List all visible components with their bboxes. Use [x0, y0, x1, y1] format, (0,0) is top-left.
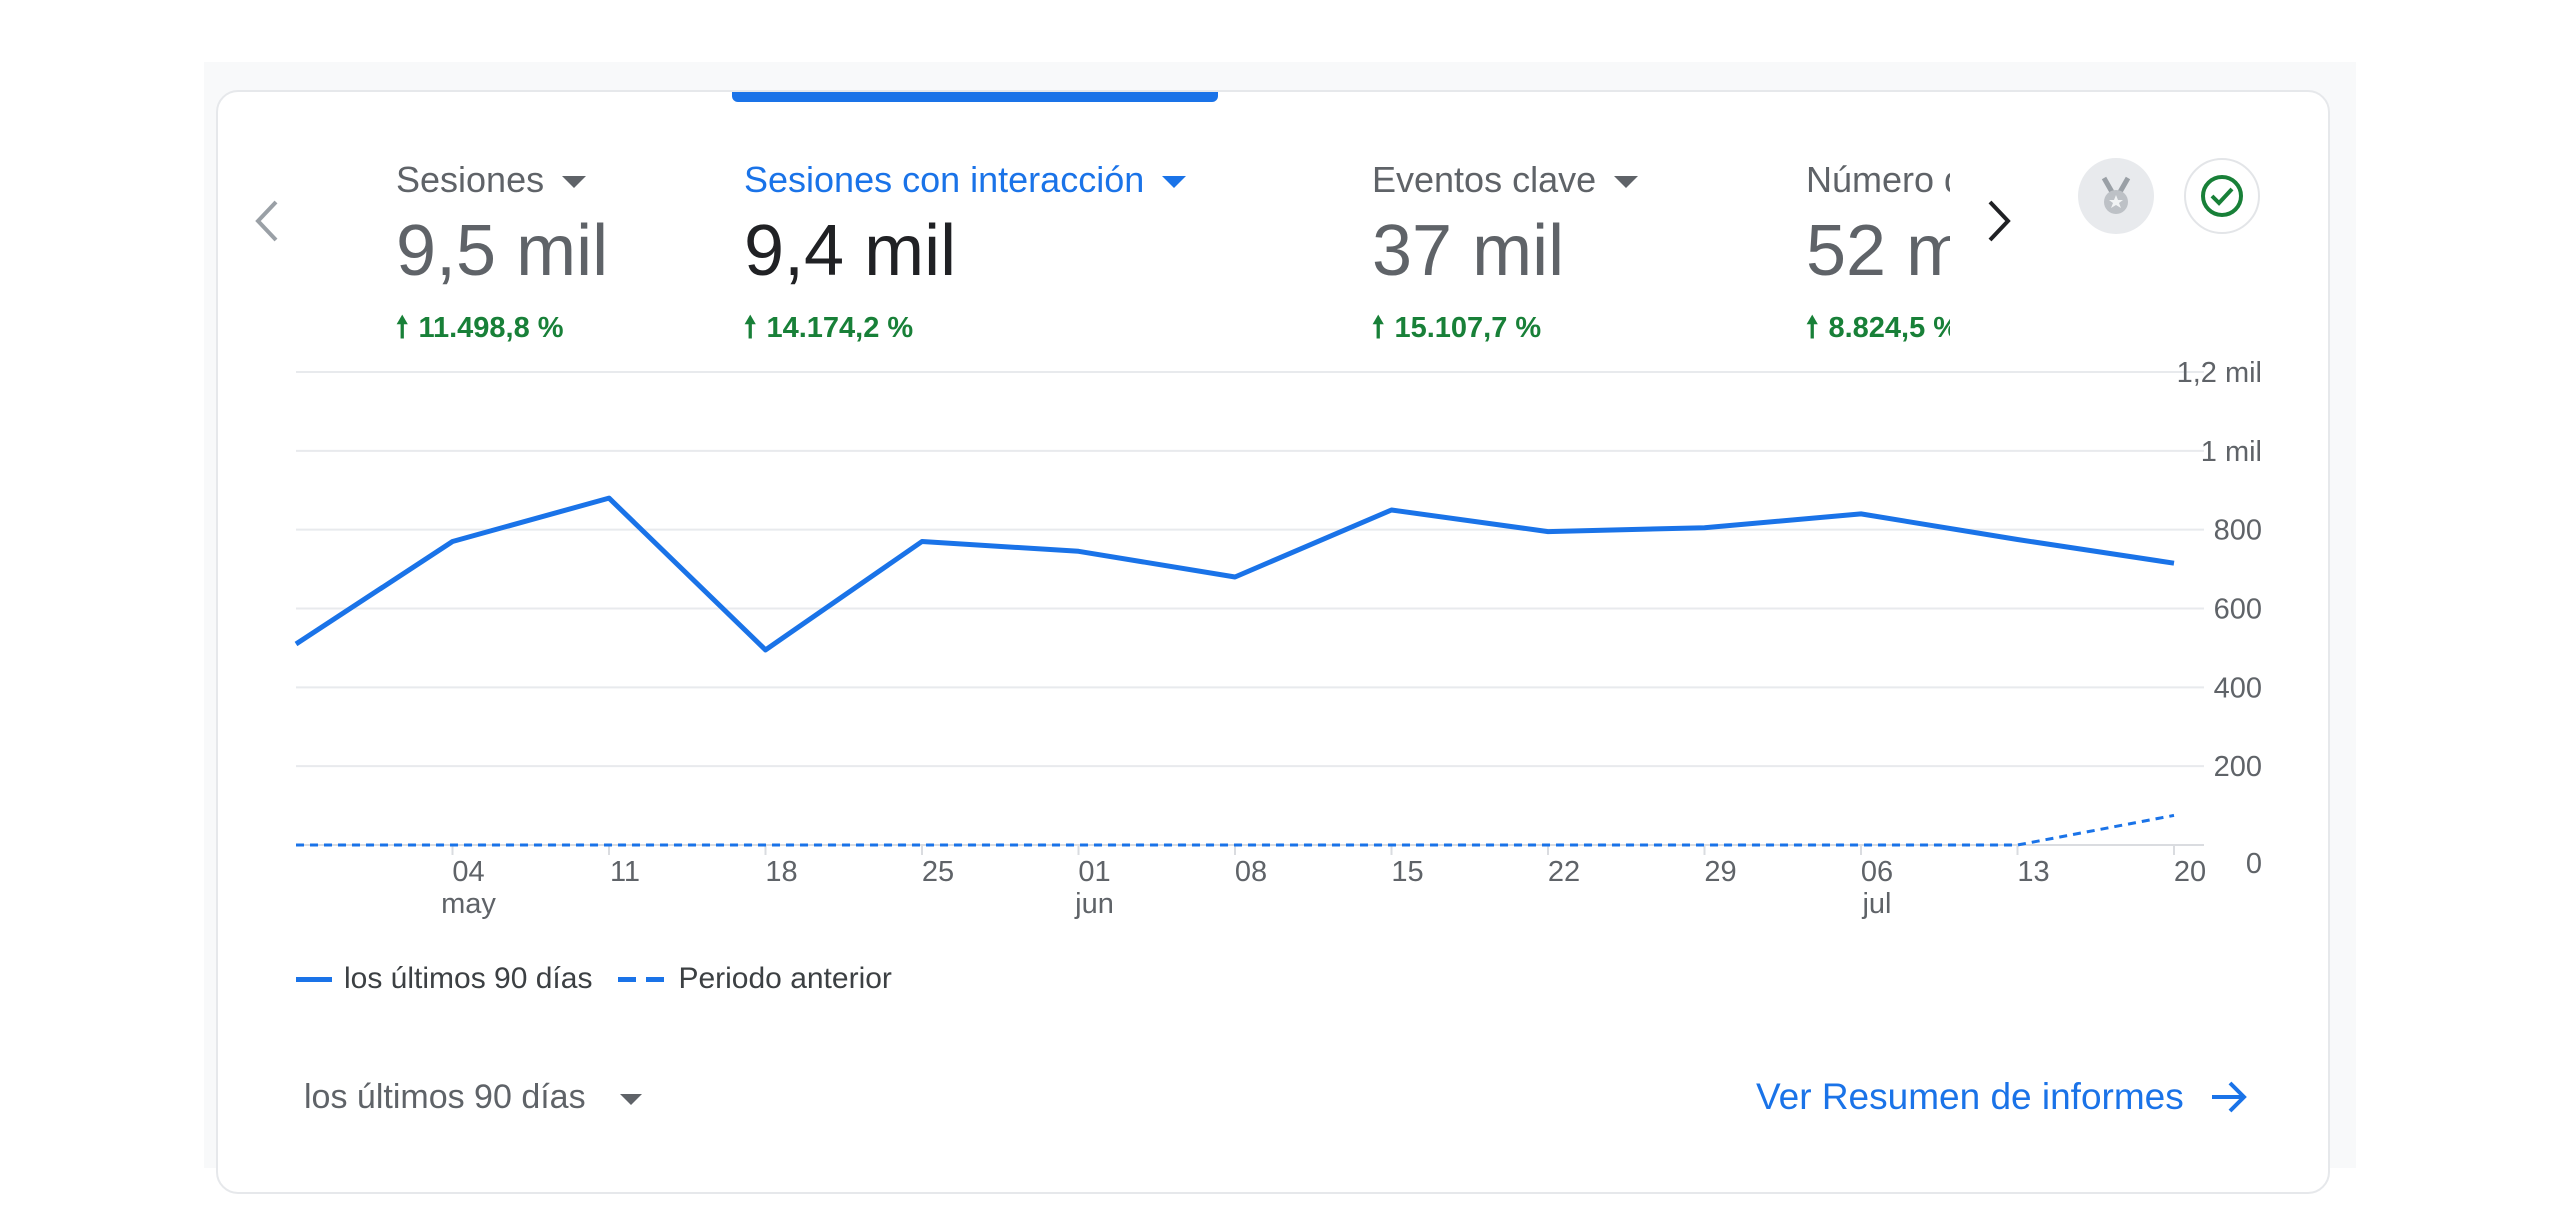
- active-tab-indicator: [732, 92, 1218, 102]
- tab-value: 37 mil: [1372, 211, 1565, 291]
- date-range-label: los últimos 90 días: [304, 1078, 586, 1116]
- report-card: Sesiones 9,5 mil 🠕 11.498,8 % Sesiones co…: [216, 90, 2330, 1194]
- x-tick-month-label: jun: [1074, 888, 1114, 920]
- x-tick-label: 18: [765, 856, 797, 888]
- view-reports-label: Ver Resumen de informes: [1756, 1076, 2184, 1117]
- x-tick-label: 15: [1391, 856, 1423, 888]
- tab-users[interactable]: Número de usuarios 52 mil 🠕 8.824,5 %: [1806, 152, 1950, 356]
- caret-down-icon[interactable]: [1162, 176, 1187, 188]
- metric-tabs: Sesiones 9,5 mil 🠕 11.498,8 % Sesiones co…: [368, 152, 1950, 362]
- y-tick-label: 800: [2214, 515, 2262, 547]
- tab-label: Sesiones con interacción: [744, 159, 1145, 200]
- caret-down-icon[interactable]: [562, 176, 587, 188]
- legend-solid-swatch: [296, 976, 332, 982]
- tab-engaged-sessions[interactable]: Sesiones con interacción 9,4 mil 🠕 14.174…: [744, 152, 1187, 356]
- tab-delta: 🠕 11.498,8 %: [396, 307, 608, 356]
- chart-legend: los últimos 90 días Periodo anterior: [296, 962, 892, 996]
- check-circle-icon[interactable]: [2184, 158, 2260, 234]
- delta-value: 14.174,2 %: [766, 312, 914, 345]
- x-tick-label: 20: [2174, 856, 2206, 888]
- date-range-dropdown[interactable]: los últimos 90 días: [304, 1078, 642, 1117]
- tab-label: Sesiones: [396, 159, 545, 200]
- arrow-right-icon: [2210, 1080, 2248, 1114]
- arrow-up-icon: 🠕: [396, 312, 409, 345]
- y-tick-label: 200: [2214, 751, 2262, 783]
- chevron-left-icon[interactable]: [250, 196, 284, 254]
- series-line-previous: [296, 813, 2175, 847]
- medal-icon[interactable]: [2078, 158, 2154, 234]
- legend-label-current: los últimos 90 días: [344, 962, 593, 995]
- arrow-up-icon: 🠕: [1372, 312, 1385, 345]
- tab-value: 9,4 mil: [744, 211, 957, 291]
- x-tick-label: 08: [1235, 856, 1267, 888]
- y-tick-label: 1 mil: [2201, 436, 2262, 468]
- x-tick-label: 06: [1861, 856, 1893, 888]
- arrow-up-icon: 🠕: [744, 312, 757, 345]
- x-tick-month-label: jul: [1861, 888, 1891, 920]
- tab-label: Eventos clave: [1372, 159, 1597, 200]
- x-tick-label: 29: [1704, 856, 1736, 888]
- y-tick-label: 600: [2214, 594, 2262, 626]
- tab-delta: 🠕 14.174,2 %: [744, 307, 1186, 356]
- caret-down-icon[interactable]: [1614, 176, 1639, 188]
- delta-value: 15.107,7 %: [1394, 312, 1542, 345]
- x-tick-label: 04: [452, 856, 484, 888]
- tab-label: Número de usuarios: [1806, 159, 1950, 200]
- x-tick-label: 22: [1548, 856, 1580, 888]
- x-tick-label: 25: [922, 856, 954, 888]
- delta-value: 8.824,5 %: [1828, 312, 1950, 345]
- tab-value: 52 mil: [1806, 211, 1950, 291]
- tab-key-events[interactable]: Eventos clave 37 mil 🠕 15.107,7 %: [1372, 152, 1639, 356]
- y-tick-label: 400: [2214, 672, 2262, 704]
- y-tick-label: 0: [2246, 848, 2262, 880]
- tab-delta: 🠕 15.107,7 %: [1372, 307, 1638, 356]
- legend-label-previous: Periodo anterior: [678, 962, 892, 995]
- x-tick-label: 11: [610, 856, 640, 888]
- x-tick-label: 13: [2017, 856, 2049, 888]
- x-tick-month-label: may: [441, 888, 496, 920]
- series-line-current: [294, 495, 2175, 653]
- chevron-right-icon[interactable]: [1982, 196, 2016, 254]
- y-tick-label: 1,2 mil: [2177, 357, 2262, 389]
- tab-value: 9,5 mil: [396, 211, 609, 291]
- tab-delta: 🠕 8.824,5 %: [1806, 307, 1950, 356]
- legend-dashed-swatch: [618, 976, 665, 982]
- delta-value: 11.498,8 %: [418, 312, 564, 345]
- tab-sessions[interactable]: Sesiones 9,5 mil 🠕 11.498,8 %: [396, 152, 608, 356]
- arrow-up-icon: 🠕: [1806, 312, 1819, 345]
- view-reports-link[interactable]: Ver Resumen de informes: [1756, 1076, 2248, 1118]
- x-tick-label: 01: [1078, 856, 1110, 888]
- caret-down-icon: [619, 1094, 642, 1105]
